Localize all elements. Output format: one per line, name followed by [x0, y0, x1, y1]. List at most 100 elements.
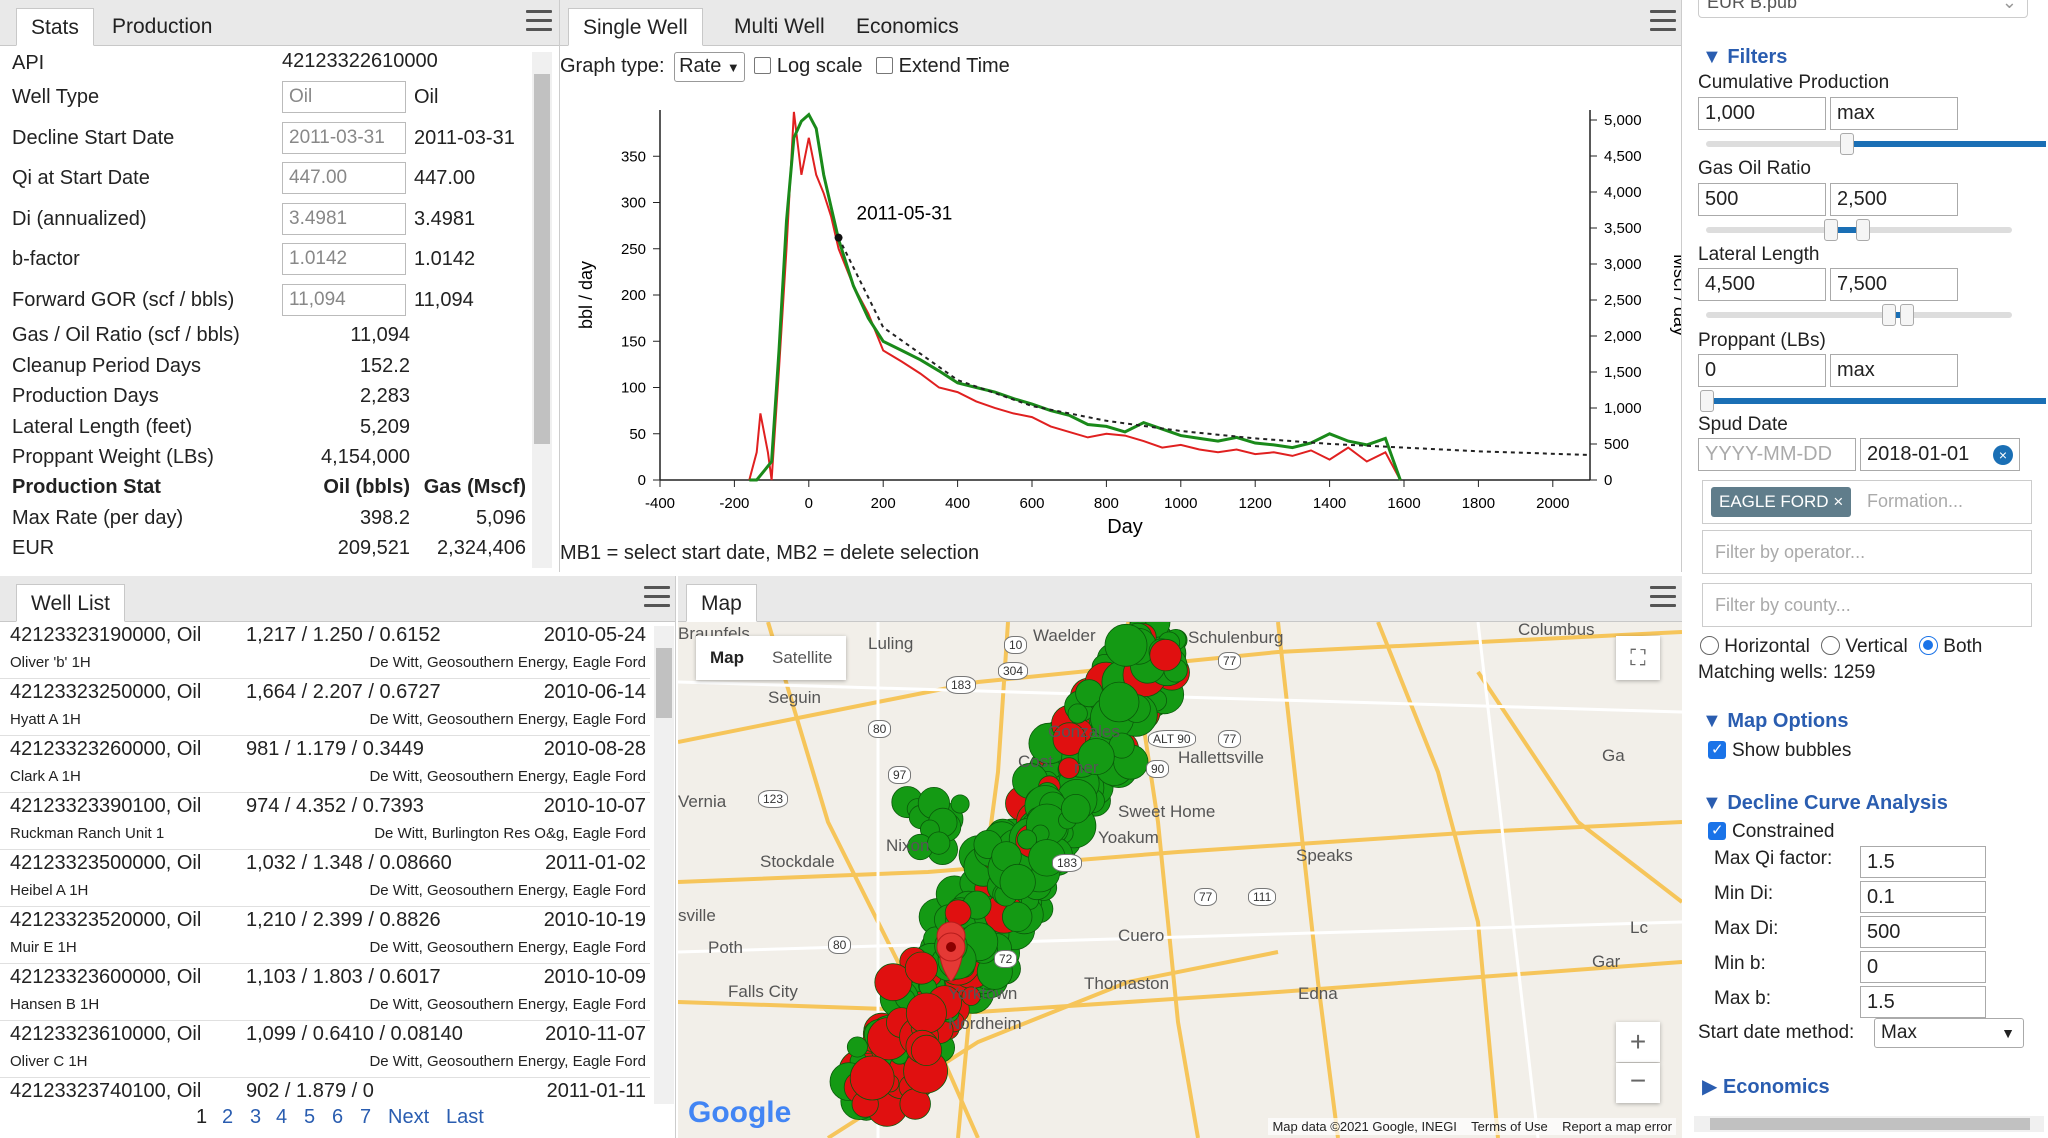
cum-production-min-input[interactable]: 1,000	[1698, 97, 1826, 130]
well-list-item[interactable]: 42123323520000, Oil 1,210 / 2.399 / 0.88…	[0, 907, 650, 964]
well-list-item[interactable]: 42123323190000, Oil 1,217 / 1.250 / 0.61…	[0, 622, 650, 679]
pager-link[interactable]: Next	[388, 1106, 430, 1128]
stats-override-input[interactable]: 2011-03-31	[282, 121, 406, 154]
zoom-in-icon[interactable]: +	[1616, 1022, 1660, 1062]
formation-filter[interactable]: EAGLE FORD × Formation...	[1702, 480, 2032, 524]
stats-menu-icon[interactable]	[526, 10, 552, 32]
dca-param-input[interactable]: 1.5	[1860, 986, 1986, 1018]
filters-hscrollbar[interactable]	[1694, 1116, 2044, 1132]
map-type-map-button[interactable]: Map	[710, 648, 744, 667]
gor-min-input[interactable]: 500	[1698, 183, 1826, 216]
zoom-out-icon[interactable]: −	[1616, 1063, 1660, 1103]
formation-input[interactable]: Formation...	[1867, 491, 1964, 511]
gor-slider-handle-min[interactable]	[1824, 219, 1838, 241]
extend-time-checkbox[interactable]	[876, 57, 894, 74]
query-select[interactable]: EUR B.pub ⌄	[1698, 0, 2028, 18]
filters-hscroll-thumb[interactable]	[1710, 1118, 2030, 1130]
clear-date-icon[interactable]: ×	[1993, 445, 2013, 465]
tab-multi-well[interactable]: Multi Well	[734, 15, 825, 38]
proppant-slider-handle[interactable]	[1700, 390, 1714, 412]
well-list-scrollbar[interactable]	[654, 626, 674, 1104]
remove-tag-icon[interactable]: ×	[1833, 492, 1844, 511]
dca-param-input[interactable]: 0.1	[1860, 881, 1986, 913]
stats-override-input[interactable]: 1.0142	[282, 243, 406, 275]
radio-both[interactable]	[1918, 636, 1938, 655]
stats-override-input[interactable]: 11,094	[282, 283, 406, 316]
tab-production[interactable]: Production	[112, 15, 213, 38]
pager-link[interactable]: 3	[250, 1106, 262, 1128]
county-filter-input[interactable]: Filter by county...	[1702, 583, 2032, 627]
dca-param-input[interactable]: 0	[1860, 951, 1986, 983]
map-tabbar: Map	[678, 576, 1682, 622]
tab-map[interactable]: Map	[686, 584, 757, 622]
tab-single-well[interactable]: Single Well	[568, 8, 703, 46]
dca-section-header[interactable]: ▼ Decline Curve Analysis	[1702, 792, 1948, 815]
economics-section-header[interactable]: ▶ Economics	[1702, 1074, 1830, 1099]
filters-section-header[interactable]: ▼ Filters	[1702, 46, 1787, 69]
dca-param-input[interactable]: 1.5	[1860, 846, 1986, 878]
gor-slider[interactable]	[1706, 219, 2012, 241]
stats-override-input[interactable]: 447.00	[282, 162, 406, 194]
stats-scrollbar[interactable]	[532, 52, 552, 568]
fullscreen-icon[interactable]: ⛶	[1616, 636, 1660, 680]
production-chart[interactable]: -400 -200 0 200 400 600 800 1000 1200 1400 1600 180…	[560, 80, 1682, 550]
radio-horizontal[interactable]	[1700, 636, 1719, 655]
well-list-item[interactable]: 42123323500000, Oil 1,032 / 1.348 / 0.08…	[0, 850, 650, 907]
tab-stats[interactable]: Stats	[16, 8, 94, 46]
graph-type-select[interactable]: Rate ▼	[674, 52, 745, 82]
operator-filter-input[interactable]: Filter by operator...	[1702, 530, 2032, 574]
well-list-menu-icon[interactable]	[644, 586, 670, 608]
map-type-satellite-button[interactable]: Satellite	[772, 648, 833, 667]
gor-slider-handle-max[interactable]	[1856, 219, 1870, 241]
map-roads-and-bubbles[interactable]	[678, 622, 1682, 1138]
pager-link[interactable]: Last	[446, 1106, 484, 1128]
pager-link[interactable]: 4	[276, 1106, 288, 1128]
report-error-link[interactable]: Report a map error	[1562, 1119, 1672, 1134]
pager-link[interactable]: 1	[196, 1106, 208, 1128]
cum-production-slider[interactable]	[1706, 133, 2046, 155]
dca-param-input[interactable]: 500	[1860, 916, 1986, 948]
lateral-length-slider-handle-min[interactable]	[1882, 304, 1896, 326]
spud-date-max-input[interactable]: 2018-01-01 ×	[1860, 438, 2020, 471]
constrained-checkbox[interactable]	[1708, 821, 1726, 840]
pager-link[interactable]: 6	[332, 1106, 344, 1128]
cum-production-max-input[interactable]: max	[1830, 97, 1958, 130]
well-list-item[interactable]: 42123323250000, Oil 1,664 / 2.207 / 0.67…	[0, 679, 650, 736]
dca-param-label: Max Di:	[1714, 918, 1779, 939]
well-list-item[interactable]: 42123323610000, Oil 1,099 / 0.6410 / 0.0…	[0, 1021, 650, 1078]
pager-link[interactable]: 5	[304, 1106, 316, 1128]
well-list-item[interactable]: 42123323740100, Oil 902 / 1.879 / 0 2011…	[0, 1078, 650, 1102]
proppant-slider[interactable]	[1700, 390, 2046, 412]
proppant-min-input[interactable]: 0	[1698, 354, 1826, 387]
chart-menu-icon[interactable]	[1650, 10, 1676, 32]
tab-economics[interactable]: Economics	[856, 15, 959, 38]
lateral-length-slider[interactable]	[1706, 304, 2012, 326]
spud-date-min-input[interactable]: YYYY-MM-DD	[1698, 438, 1856, 471]
terms-link[interactable]: Terms of Use	[1471, 1119, 1548, 1134]
show-bubbles-checkbox[interactable]	[1708, 740, 1726, 759]
radio-vertical[interactable]	[1821, 636, 1841, 655]
stats-override-input[interactable]: 3.4981	[282, 202, 406, 235]
well-list-item[interactable]: 42123323600000, Oil 1,103 / 1.803 / 0.60…	[0, 964, 650, 1021]
well-list-item[interactable]: 42123323390100, Oil 974 / 4.352 / 0.7393…	[0, 793, 650, 850]
map-options-section-header[interactable]: ▼ Map Options	[1702, 710, 1848, 733]
tab-well-list[interactable]: Well List	[16, 584, 125, 622]
pager-link[interactable]: 2	[222, 1106, 234, 1128]
gor-max-input[interactable]: 2,500	[1830, 183, 1958, 216]
well-list-item[interactable]: 42123323260000, Oil 981 / 1.179 / 0.3449…	[0, 736, 650, 793]
stats-override-input[interactable]: Oil	[282, 81, 406, 113]
lateral-length-max-input[interactable]: 7,500	[1830, 268, 1958, 301]
map-menu-icon[interactable]	[1650, 586, 1676, 608]
stats-tabbar: Stats Production	[0, 0, 559, 46]
map-canvas[interactable]: Luling Waelder Schulenburg Seguin Gonzales Co…	[678, 622, 1682, 1138]
stats-scroll-thumb[interactable]	[534, 74, 550, 444]
lateral-length-min-input[interactable]: 4,500	[1698, 268, 1826, 301]
well-api: 42123323740100, Oil	[10, 1080, 202, 1102]
pager-link[interactable]: 7	[360, 1106, 372, 1128]
lateral-length-slider-handle-max[interactable]	[1900, 304, 1914, 326]
proppant-max-input[interactable]: max	[1830, 354, 1958, 387]
well-list-scroll-thumb[interactable]	[656, 648, 672, 718]
start-date-method-select[interactable]: Max ▼	[1874, 1018, 2024, 1048]
log-scale-checkbox[interactable]	[754, 57, 772, 74]
cum-production-slider-handle[interactable]	[1840, 133, 1854, 155]
